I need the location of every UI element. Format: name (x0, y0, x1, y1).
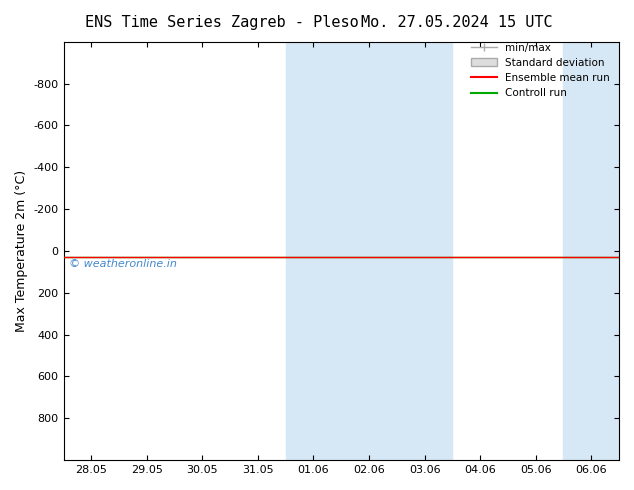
Text: © weatheronline.in: © weatheronline.in (69, 259, 177, 269)
Legend: min/max, Standard deviation, Ensemble mean run, Controll run: min/max, Standard deviation, Ensemble me… (467, 39, 614, 102)
Y-axis label: Max Temperature 2m (°C): Max Temperature 2m (°C) (15, 170, 28, 332)
Text: ENS Time Series Zagreb - Pleso: ENS Time Series Zagreb - Pleso (85, 15, 359, 30)
Bar (286, 42, 453, 460)
Text: Mo. 27.05.2024 15 UTC: Mo. 27.05.2024 15 UTC (361, 15, 552, 30)
Bar (564, 42, 619, 460)
